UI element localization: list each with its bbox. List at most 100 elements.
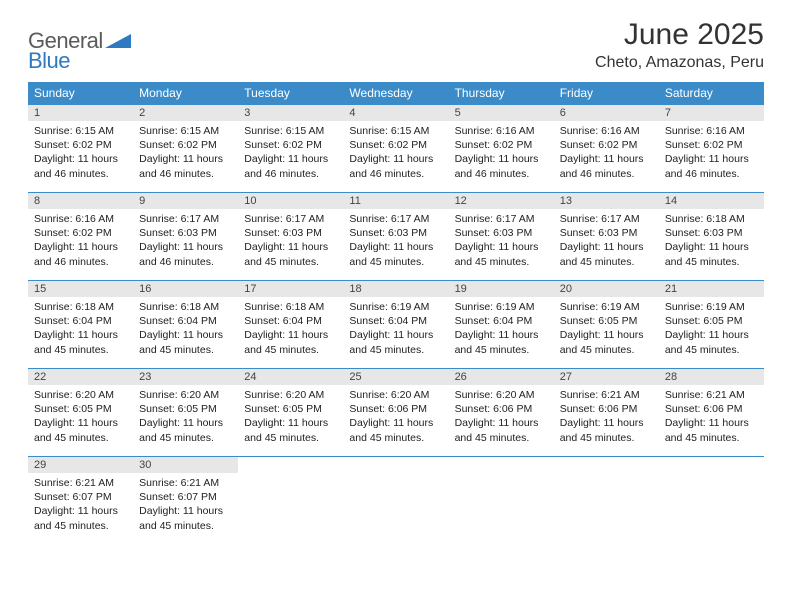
day-cell: 13 Sunrise: 6:17 AMSunset: 6:03 PMDayligh… [554,193,659,281]
day-body: Sunrise: 6:21 AMSunset: 6:06 PMDaylight:… [659,385,764,451]
day-cell: 5Sunrise: 6:16 AMSunset: 6:02 PMDaylight… [449,105,554,193]
daylight-line: Daylight: 11 hours and 45 minutes. [34,328,127,356]
sunrise-line: Sunrise: 6:17 AM [560,212,653,226]
sunrise-line: Sunrise: 6:15 AM [349,124,442,138]
day-number: 30 [133,457,238,473]
day-cell: 29Sunrise: 6:21 AMSunset: 6:07 PMDayligh… [28,457,133,545]
day-body: Sunrise: 6:18 AMSunset: 6:04 PMDaylight:… [28,297,133,363]
day-body: Sunrise: 6:21 AMSunset: 6:07 PMDaylight:… [28,473,133,539]
sunrise-line: Sunrise: 6:20 AM [349,388,442,402]
day-number: 2 [133,105,238,121]
sunrise-line: Sunrise: 6:21 AM [665,388,758,402]
day-number: 29 [28,457,133,473]
daylight-line: Daylight: 11 hours and 45 minutes. [665,328,758,356]
sunrise-line: Sunrise: 6:16 AM [665,124,758,138]
header: General Blue June 2025 Cheto, Amazonas, … [28,18,764,74]
daylight-line: Daylight: 11 hours and 46 minutes. [34,240,127,268]
day-number: 5 [449,105,554,121]
sunset-line: Sunset: 6:05 PM [560,314,653,328]
empty-cell [554,457,659,545]
sunrise-line: Sunrise: 6:15 AM [34,124,127,138]
day-body: Sunrise: 6:15 AMSunset: 6:02 PMDaylight:… [133,121,238,187]
sunset-line: Sunset: 6:02 PM [34,138,127,152]
sunrise-line: Sunrise: 6:19 AM [349,300,442,314]
daylight-line: Daylight: 11 hours and 45 minutes. [665,240,758,268]
day-body: Sunrise: 6:15 AMSunset: 6:02 PMDaylight:… [28,121,133,187]
day-body: Sunrise: 6:16 AMSunset: 6:02 PMDaylight:… [554,121,659,187]
sunrise-line: Sunrise: 6:15 AM [244,124,337,138]
day-number: 8 [28,193,133,209]
sunrise-line: Sunrise: 6:19 AM [665,300,758,314]
day-body: Sunrise: 6:18 AMSunset: 6:03 PMDaylight:… [659,209,764,275]
sunset-line: Sunset: 6:02 PM [560,138,653,152]
weekday-header: Tuesday [238,82,343,105]
sunset-line: Sunset: 6:04 PM [139,314,232,328]
day-cell: 3Sunrise: 6:15 AMSunset: 6:02 PMDaylight… [238,105,343,193]
sunrise-line: Sunrise: 6:16 AM [455,124,548,138]
sunset-line: Sunset: 6:02 PM [244,138,337,152]
daylight-line: Daylight: 11 hours and 45 minutes. [455,416,548,444]
sunrise-line: Sunrise: 6:21 AM [560,388,653,402]
daylight-line: Daylight: 11 hours and 45 minutes. [349,328,442,356]
daylight-line: Daylight: 11 hours and 45 minutes. [34,504,127,532]
day-number: 23 [133,369,238,385]
weekday-header: Sunday [28,82,133,105]
day-number: 17 [238,281,343,297]
sunset-line: Sunset: 6:05 PM [139,402,232,416]
day-number: 25 [343,369,448,385]
day-body: Sunrise: 6:20 AMSunset: 6:06 PMDaylight:… [449,385,554,451]
sunrise-line: Sunrise: 6:19 AM [560,300,653,314]
daylight-line: Daylight: 11 hours and 45 minutes. [349,416,442,444]
sunrise-line: Sunrise: 6:18 AM [665,212,758,226]
day-cell: 21Sunrise: 6:19 AMSunset: 6:05 PMDayligh… [659,281,764,369]
day-cell: 18Sunrise: 6:19 AMSunset: 6:04 PMDayligh… [343,281,448,369]
daylight-line: Daylight: 11 hours and 45 minutes. [560,240,653,268]
title-block: June 2025 Cheto, Amazonas, Peru [595,18,764,72]
empty-cell [449,457,554,545]
day-cell: 4Sunrise: 6:15 AMSunset: 6:02 PMDaylight… [343,105,448,193]
day-number: 21 [659,281,764,297]
day-cell: 27Sunrise: 6:21 AMSunset: 6:06 PMDayligh… [554,369,659,457]
day-number: 10 [238,193,343,209]
day-body: Sunrise: 6:21 AMSunset: 6:07 PMDaylight:… [133,473,238,539]
day-body: Sunrise: 6:19 AMSunset: 6:05 PMDaylight:… [659,297,764,363]
daylight-line: Daylight: 11 hours and 45 minutes. [244,328,337,356]
day-cell: 1Sunrise: 6:15 AMSunset: 6:02 PMDaylight… [28,105,133,193]
sunset-line: Sunset: 6:03 PM [560,226,653,240]
sunrise-line: Sunrise: 6:18 AM [139,300,232,314]
daylight-line: Daylight: 11 hours and 46 minutes. [560,152,653,180]
empty-cell [343,457,448,545]
day-body: Sunrise: 6:16 AMSunset: 6:02 PMDaylight:… [659,121,764,187]
day-cell: 20Sunrise: 6:19 AMSunset: 6:05 PMDayligh… [554,281,659,369]
daylight-line: Daylight: 11 hours and 45 minutes. [139,504,232,532]
day-cell: 16Sunrise: 6:18 AMSunset: 6:04 PMDayligh… [133,281,238,369]
day-number: 13 [554,193,659,209]
daylight-line: Daylight: 11 hours and 46 minutes. [349,152,442,180]
day-number: 9 [133,193,238,209]
day-body: Sunrise: 6:20 AMSunset: 6:06 PMDaylight:… [343,385,448,451]
weekday-header: Saturday [659,82,764,105]
day-cell: 12Sunrise: 6:17 AMSunset: 6:03 PMDayligh… [449,193,554,281]
sunset-line: Sunset: 6:03 PM [244,226,337,240]
day-body: Sunrise: 6:18 AMSunset: 6:04 PMDaylight:… [238,297,343,363]
day-body: Sunrise: 6:19 AMSunset: 6:04 PMDaylight:… [449,297,554,363]
empty-cell [238,457,343,545]
sunrise-line: Sunrise: 6:16 AM [34,212,127,226]
sunrise-line: Sunrise: 6:17 AM [349,212,442,226]
day-number: 19 [449,281,554,297]
day-number: 27 [554,369,659,385]
logo: General Blue [28,18,131,74]
sunset-line: Sunset: 6:06 PM [455,402,548,416]
logo-text-blue: Blue [28,48,70,73]
sunrise-line: Sunrise: 6:16 AM [560,124,653,138]
daylight-line: Daylight: 11 hours and 45 minutes. [244,416,337,444]
sunset-line: Sunset: 6:07 PM [139,490,232,504]
day-body: Sunrise: 6:17 AMSunset: 6:03 PMDaylight:… [449,209,554,275]
day-number: 7 [659,105,764,121]
empty-cell [659,457,764,545]
daylight-line: Daylight: 11 hours and 45 minutes. [34,416,127,444]
day-cell: 11Sunrise: 6:17 AMSunset: 6:03 PMDayligh… [343,193,448,281]
sunrise-line: Sunrise: 6:17 AM [244,212,337,226]
day-number: 22 [28,369,133,385]
day-cell: 28Sunrise: 6:21 AMSunset: 6:06 PMDayligh… [659,369,764,457]
